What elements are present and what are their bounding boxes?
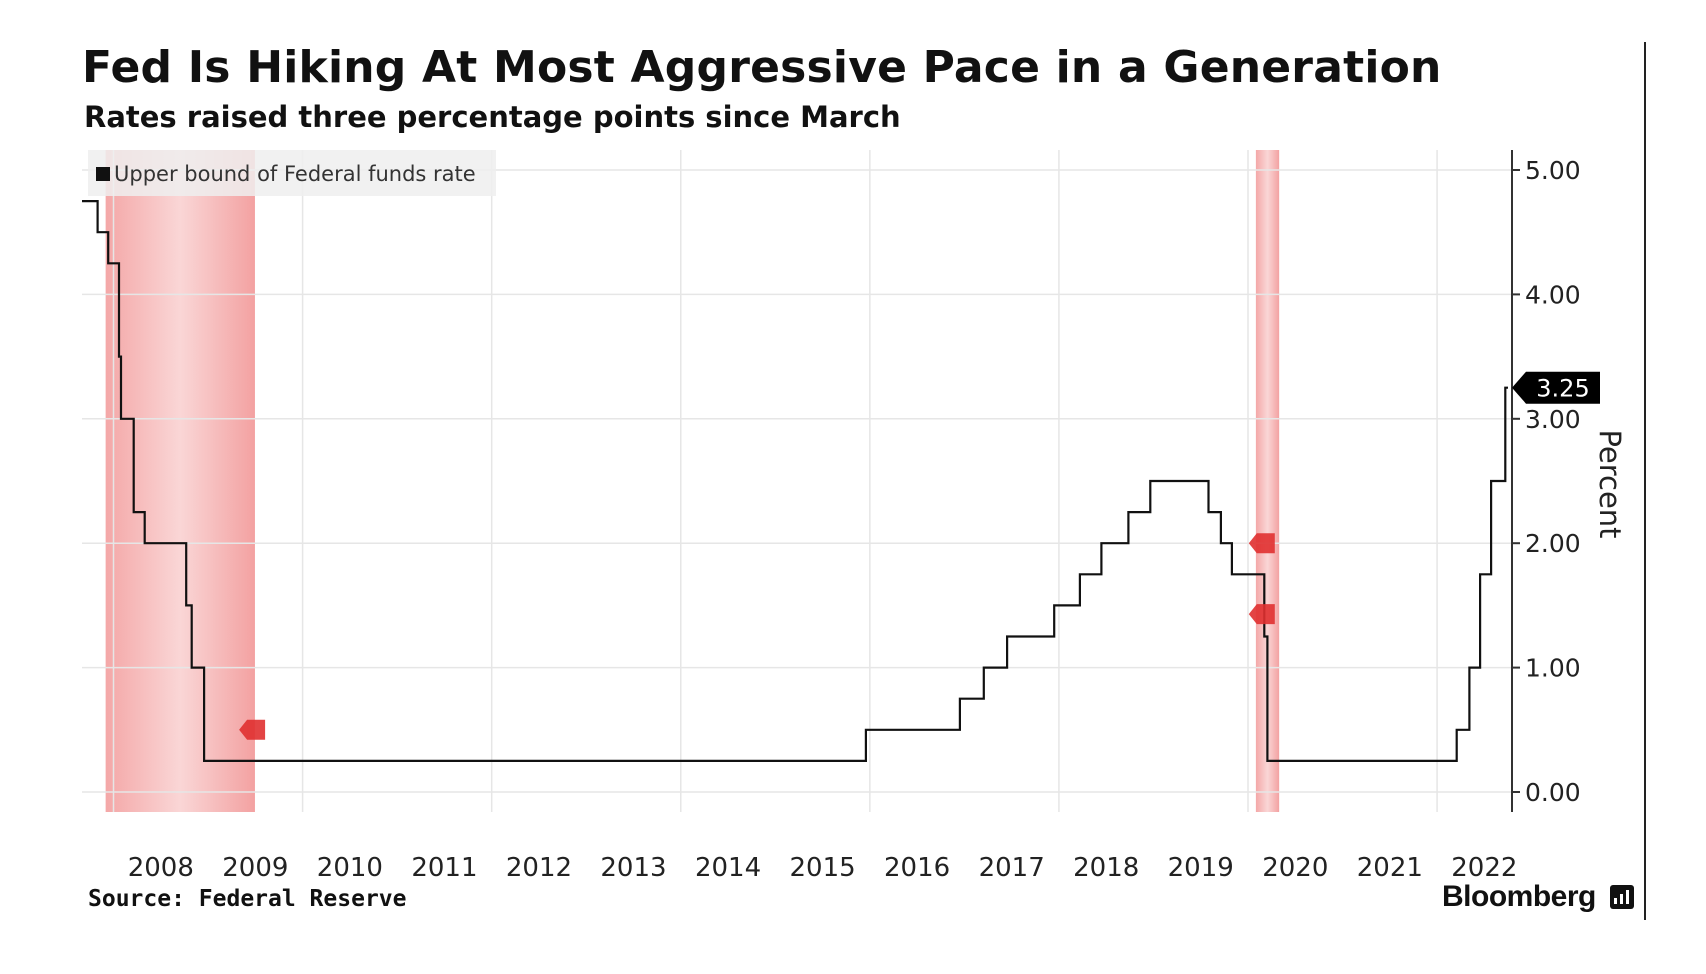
gridlines: [82, 150, 1512, 812]
source-note: Source: Federal Reserve: [88, 886, 407, 912]
x-tick-label: 2018: [1073, 853, 1139, 883]
x-tick-label: 2019: [1168, 853, 1234, 883]
y-tick-label: 5.00: [1525, 156, 1581, 185]
x-tick-label: 2016: [884, 853, 950, 883]
x-axis: 2008 2009 2010 2011 2012 2013 2014 2015 2016 2017…: [128, 853, 1518, 883]
last-value-callout: 3.25: [1512, 371, 1600, 404]
legend: Upper bound of Federal funds rate: [88, 150, 496, 196]
event-marker: [239, 719, 266, 740]
chart-frame-edge: [1644, 42, 1646, 920]
x-tick-label: 2009: [222, 853, 288, 883]
event-markers: [239, 533, 1275, 740]
legend-swatch: [96, 167, 110, 181]
x-tick-label: 2017: [979, 853, 1045, 883]
chart-subtitle: Rates raised three percentage points sin…: [84, 100, 901, 134]
y-tick-label: 1.00: [1525, 654, 1581, 683]
event-marker: [1248, 533, 1275, 554]
brand-logo: Bloomberg: [1442, 880, 1596, 913]
series-layer: [82, 200, 1508, 762]
y-tick-label: 4.00: [1525, 280, 1581, 309]
x-tick-label: 2012: [506, 853, 572, 883]
chart-title: Fed Is Hiking At Most Aggressive Pace in…: [82, 42, 1442, 93]
x-tick-label: 2022: [1451, 853, 1517, 883]
x-tick-label: 2015: [789, 853, 855, 883]
legend-box: [88, 150, 496, 196]
y-axis-label: Percent: [1593, 429, 1627, 538]
recession-band-0: [105, 150, 255, 812]
x-tick-label: 2008: [128, 853, 194, 883]
series-line-0: [82, 200, 1508, 762]
y-tick-label: 3.00: [1525, 405, 1581, 434]
x-tick-label: 2011: [411, 853, 477, 883]
x-tick-label: 2020: [1262, 853, 1328, 883]
x-tick-label: 2010: [317, 853, 383, 883]
event-marker: [1248, 604, 1275, 625]
recession-band-1: [1255, 150, 1280, 812]
recession-shading: [105, 150, 1280, 812]
x-tick-label: 2013: [600, 853, 666, 883]
x-tick-label: 2014: [695, 853, 761, 883]
y-tick-label: 2.00: [1525, 529, 1581, 558]
legend-label: Upper bound of Federal funds rate: [114, 162, 476, 186]
x-tick-label: 2021: [1357, 853, 1423, 883]
y-axis: 0.00 1.00 2.00 3.00 4.00 5.00: [1511, 150, 1581, 812]
callout-value: 3.25: [1536, 375, 1589, 403]
callout-badge: [1512, 371, 1600, 404]
bloomberg-logo-icon: [1610, 885, 1634, 909]
y-tick-label: 0.00: [1525, 778, 1581, 807]
